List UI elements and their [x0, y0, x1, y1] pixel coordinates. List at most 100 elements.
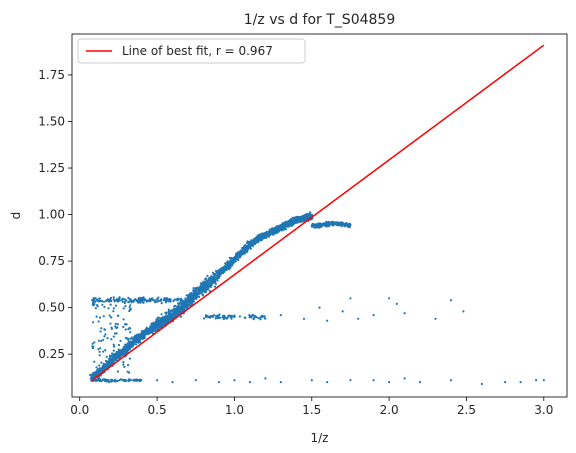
scatter-point	[133, 378, 137, 381]
scatter-point	[130, 336, 134, 339]
legend: Line of best fit, r = 0.967	[77, 38, 306, 64]
scatter-point	[345, 224, 348, 227]
scatter-point	[211, 315, 214, 318]
scatter-point	[230, 264, 233, 267]
scatter-point	[224, 267, 227, 270]
scatter-point	[101, 368, 104, 371]
scatter-point	[116, 323, 119, 326]
scatter-point	[207, 279, 210, 282]
scatter-point	[112, 335, 115, 338]
scatter-point	[95, 366, 98, 369]
scatter-point	[108, 354, 111, 357]
scatter-point	[156, 297, 159, 301]
scatter-point	[239, 253, 242, 256]
scatter-point	[116, 350, 119, 353]
scatter-point	[144, 329, 147, 332]
scatter-point	[228, 314, 231, 318]
scatter-point	[91, 342, 94, 345]
scatter-point	[131, 338, 134, 341]
scatter-point	[297, 217, 300, 220]
y-tick-label: 1.75	[38, 68, 65, 82]
scatter-point	[107, 307, 110, 310]
scatter-point	[180, 302, 183, 305]
scatter-point	[102, 300, 106, 303]
scatter-point	[114, 380, 117, 383]
scatter-point	[122, 348, 125, 351]
scatter-point	[308, 212, 311, 215]
scatter-point	[124, 305, 127, 308]
x-tick-label: 2.5	[457, 403, 476, 417]
scatter-point	[239, 250, 242, 253]
scatter-point	[209, 285, 212, 288]
scatter-point	[101, 366, 104, 369]
scatter-point	[131, 300, 134, 303]
x-tick-label: 0.0	[70, 403, 89, 417]
scatter-point	[152, 327, 156, 330]
scatter-point	[171, 312, 174, 315]
scatter-point	[195, 297, 198, 300]
scatter-point	[212, 281, 215, 284]
scatter-point	[100, 361, 103, 364]
scatter-point	[92, 297, 95, 300]
scatter-point	[250, 241, 253, 244]
scatter-point	[201, 284, 204, 287]
scatter-point	[121, 353, 124, 356]
scatter-point	[244, 316, 247, 319]
scatter-point	[214, 269, 218, 273]
scatter-point	[143, 332, 146, 335]
scatter-point	[316, 223, 319, 226]
scatter-point	[260, 236, 263, 239]
scatter-point	[231, 261, 234, 264]
scatter-point	[434, 317, 437, 320]
scatter-point	[107, 365, 110, 368]
scatter-point	[216, 271, 219, 275]
scatter-point	[294, 220, 297, 224]
scatter-point	[179, 298, 182, 301]
scatter-point	[254, 241, 257, 244]
scatter-point	[248, 314, 251, 317]
scatter-point	[197, 286, 200, 289]
scatter-point	[152, 325, 155, 328]
scatter-point	[114, 325, 117, 328]
scatter-point	[128, 347, 131, 350]
scatter-point	[313, 225, 316, 228]
x-tick-label: 1.5	[302, 403, 321, 417]
scatter-point	[114, 354, 117, 357]
scatter-point	[103, 363, 106, 366]
scatter-point	[135, 299, 138, 303]
scatter-point	[112, 307, 115, 310]
scatter-point	[119, 352, 122, 356]
scatter-point	[110, 359, 113, 363]
scatter-point	[115, 299, 118, 302]
scatter-point	[116, 370, 119, 373]
scatter-point	[342, 223, 345, 226]
scatter-point	[234, 256, 237, 260]
scatter-point	[102, 350, 105, 353]
scatter-point	[157, 299, 160, 302]
x-tick-label: 3.0	[534, 403, 553, 417]
scatter-point	[284, 222, 287, 225]
scatter-point	[274, 231, 277, 234]
scatter-point	[149, 328, 152, 331]
scatter-point	[109, 296, 113, 299]
scatter-point	[96, 369, 99, 372]
scatter-point	[112, 298, 115, 301]
scatter-point	[323, 222, 326, 225]
scatter-point	[92, 345, 95, 348]
scatter-point	[311, 225, 314, 228]
scatter-point	[129, 304, 132, 307]
scatter-point	[283, 227, 286, 230]
scatter-point	[207, 288, 210, 291]
scatter-point	[94, 297, 97, 300]
x-tick-label: 2.0	[380, 403, 399, 417]
scatter-point	[105, 355, 108, 358]
x-axis-ticks: 0.0 0.5 1.0 1.5 2.0 2.5 3.0	[70, 397, 553, 417]
scatter-point	[97, 348, 100, 351]
scatter-point	[237, 253, 240, 256]
scatter-point	[372, 314, 375, 317]
scatter-point	[122, 307, 125, 310]
plot-area	[89, 44, 545, 386]
scatter-point	[99, 330, 102, 333]
scatter-point	[301, 215, 304, 218]
scatter-point	[233, 379, 236, 382]
